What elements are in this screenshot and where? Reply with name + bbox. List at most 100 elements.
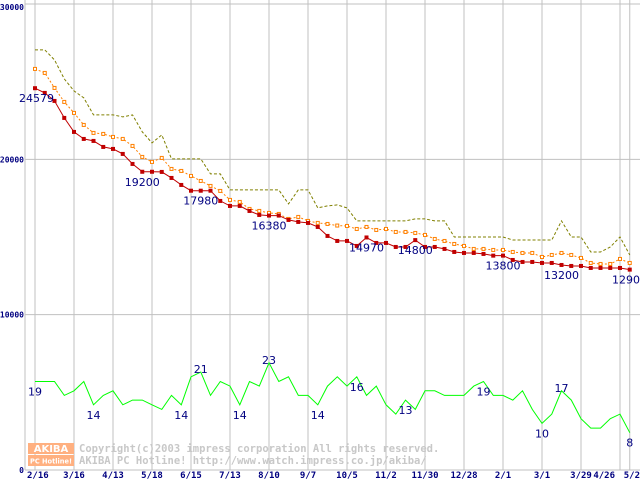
point-average [471,246,476,251]
point-min [462,250,466,255]
logo-pc-hotline: PC Hotline! [30,458,72,466]
point-average [208,183,213,188]
point-average [81,122,86,127]
min-price-label: 16380 [252,220,287,233]
y-tick-label: 0 [19,466,24,475]
shop-count-label: 10 [535,427,549,440]
point-min [520,259,525,264]
point-min [111,146,115,151]
x-tick-label: 3/16 [63,471,85,480]
point-average [579,255,583,260]
point-min [627,267,632,272]
point-min [296,219,301,224]
point-min [335,238,340,243]
min-price-label: 13200 [544,269,579,282]
y-tick-label: 20000 [0,155,24,164]
point-min [345,238,349,243]
point-average [481,246,486,251]
point-average [257,208,262,213]
point-min [179,182,184,187]
min-price-label: 13800 [486,260,521,273]
point-min [150,169,154,174]
point-min [52,98,57,103]
min-price-label: 19200 [125,176,160,189]
x-tick-label: 10/5 [336,471,358,480]
point-min [101,144,106,149]
point-average [364,224,369,229]
point-average [237,199,242,204]
point-average [588,260,593,265]
point-min [442,246,447,251]
point-average [403,229,408,234]
point-average [452,241,457,246]
point-average [491,247,496,252]
x-tick-label: 7/13 [219,471,241,480]
shop-count-label: 14 [174,409,188,422]
x-tick-label: 4/26 [593,471,615,480]
point-min [62,115,67,120]
point-average [91,130,96,135]
point-min [481,251,486,256]
point-min [315,224,320,229]
point-min [276,213,281,218]
point-min [432,244,437,249]
logo-top-bg [28,443,74,454]
point-average [52,85,57,90]
point-min [120,151,125,156]
copyright-text: Copyright(c)2003 impress corporation All… [79,443,439,455]
point-min [393,244,398,249]
series-min [33,86,632,272]
point-average [423,232,427,237]
point-min [540,260,544,265]
point-average [198,178,203,183]
line-average [34,68,630,265]
point-average [120,136,125,141]
point-min [598,265,603,270]
point-average [159,155,164,160]
point-average [393,229,398,234]
point-min [559,262,564,267]
point-min [364,235,369,240]
point-min [354,243,359,248]
point-min [549,260,554,265]
point-min [33,86,37,91]
point-min [286,217,291,222]
shop-count-label: 14 [311,409,325,422]
shop-count-label: 8 [626,437,633,450]
point-average [354,226,359,231]
point-average [42,70,47,75]
point-min [423,244,427,249]
point-average [296,214,301,219]
point-average [345,223,349,228]
point-average [218,188,223,193]
logo-bottom-bg [28,455,74,466]
point-min [510,257,515,262]
point-min [374,240,379,245]
point-min [413,238,418,243]
point-min [257,212,262,217]
x-tick-label: 3/1 [534,471,550,480]
x-tick-label: 4/13 [102,471,124,480]
point-min [579,263,583,268]
min-price-label: 14800 [398,244,433,257]
x-tick-label: 3/29 [570,471,592,480]
shop-count-label: 21 [194,363,208,376]
point-average [569,252,574,257]
x-tick-label: 12/28 [450,471,477,480]
point-min [452,249,457,254]
point-min [608,265,613,270]
x-tick-label: 6/15 [180,471,202,480]
x-tick-label: 5/18 [141,471,163,480]
shop-count-label: 14 [87,409,101,422]
point-min [237,203,242,208]
point-min [247,208,252,213]
shop-count-label: 14 [233,409,247,422]
point-average [608,261,613,266]
point-average [627,260,632,265]
x-tick-label: 8/10 [258,471,280,480]
series-average [33,66,632,266]
point-min [491,253,496,258]
point-min [501,253,505,258]
point-average [72,110,76,115]
